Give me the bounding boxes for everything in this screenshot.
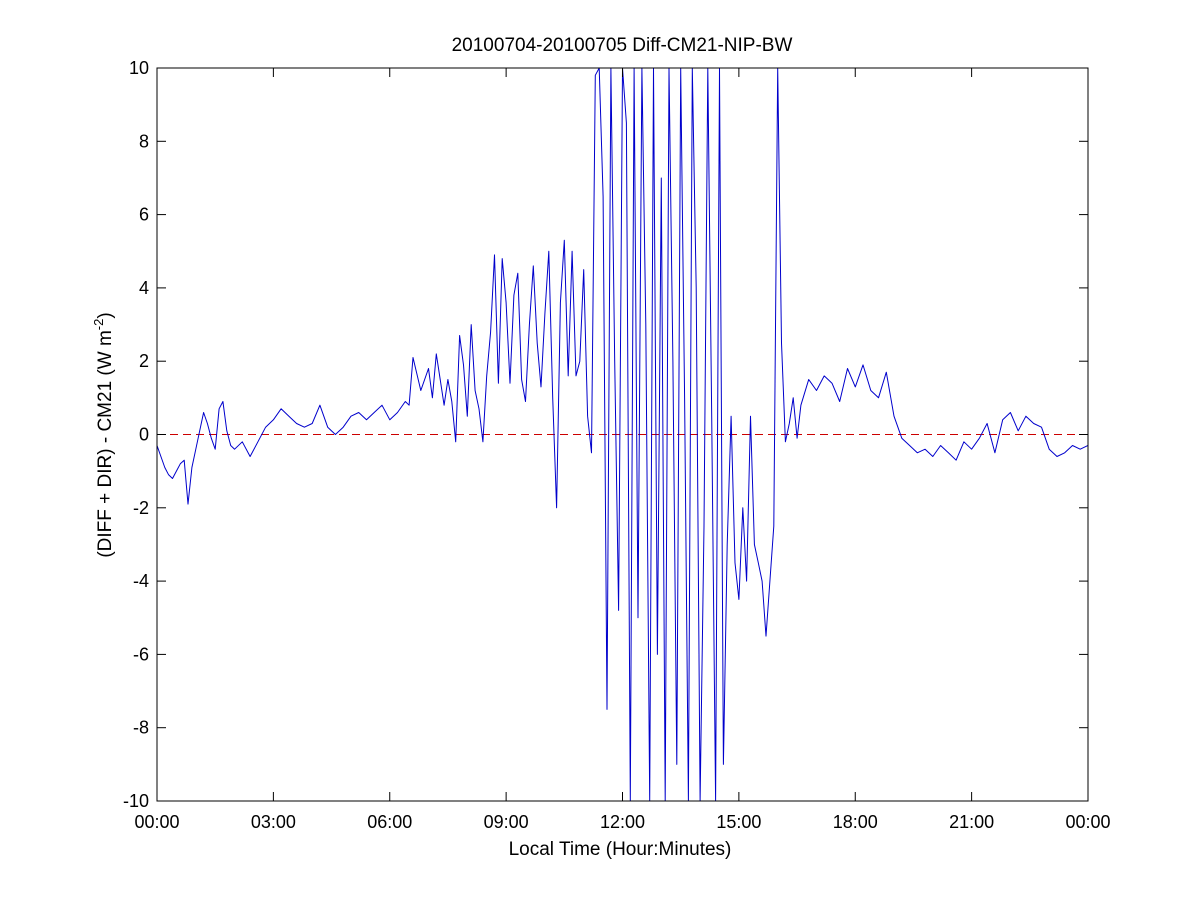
series-line-0 [157,68,1088,801]
chart-title: 20100704-20100705 Diff-CM21-NIP-BW [452,35,793,56]
x-axis: 00:00 03:00 06:00 09:00 12:00 15:00 18:00 21:00… [134,68,1111,832]
y-tick-label: 4 [139,278,149,298]
x-tick-label: 15:00 [716,812,761,832]
y-axis-label-main: (DIFF + DIR) - CM21 (W m [95,330,116,557]
y-axis-label-exponent: -2 [91,319,106,331]
y-tick-label: 2 [139,351,149,371]
x-tick-label: 18:00 [833,812,878,832]
x-tick-label: 21:00 [949,812,994,832]
y-tick-label: 0 [139,425,149,445]
y-tick-label: 8 [139,131,149,151]
y-tick-label: -8 [133,718,149,738]
y-tick-label: -6 [133,644,149,664]
y-axis-label: (DIFF + DIR) - CM21 (W m-2) [91,312,116,557]
y-tick-label: 6 [139,205,149,225]
x-tick-label: 00:00 [134,812,179,832]
y-tick-label: 10 [129,58,149,78]
y-tick-label: -10 [123,791,149,811]
y-tick-label: -2 [133,498,149,518]
x-tick-label: 09:00 [484,812,529,832]
y-axis: -10 -8 -6 -4 -2 0 2 4 6 8 10 [123,58,1088,811]
x-tick-label: 00:00 [1065,812,1110,832]
x-axis-label: Local Time (Hour:Minutes) [509,839,732,860]
x-tick-label: 03:00 [251,812,296,832]
x-tick-label: 06:00 [367,812,412,832]
y-axis-label-close: ) [95,312,116,318]
x-tick-label: 12:00 [600,812,645,832]
y-tick-label: -4 [133,571,149,591]
